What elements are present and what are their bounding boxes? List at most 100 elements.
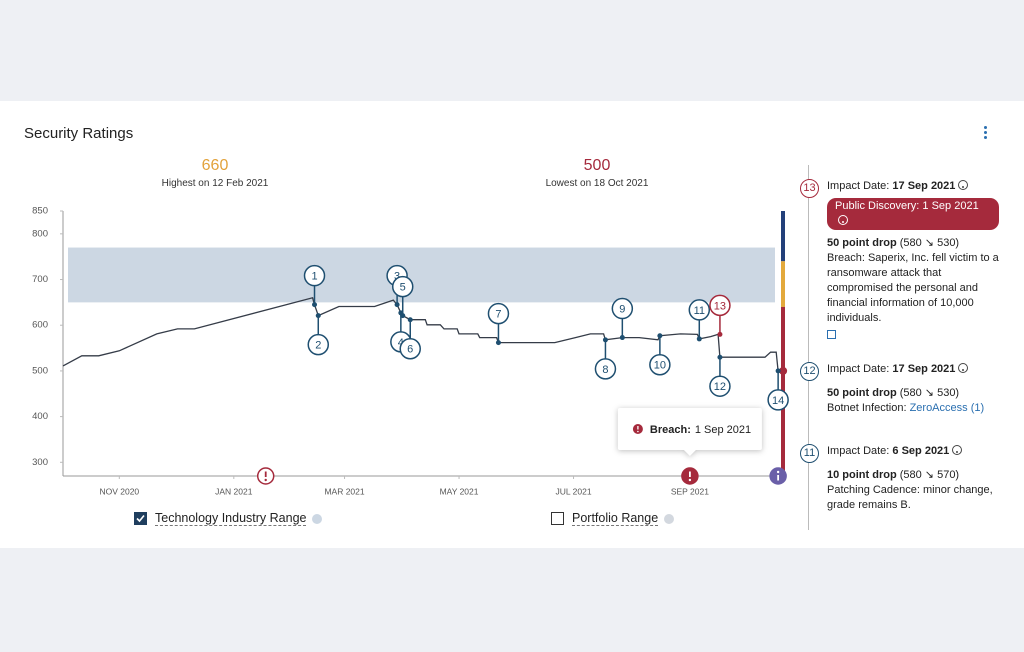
event-label: 3	[394, 271, 400, 283]
alert[interactable]	[769, 467, 787, 485]
event[interactable]: 5	[391, 275, 414, 319]
event[interactable]: 14	[767, 368, 789, 411]
help-icon[interactable]	[958, 363, 969, 373]
event[interactable]: 6	[399, 317, 421, 360]
impact-date: 17 Sep 2021	[892, 363, 956, 375]
checkbox[interactable]	[551, 512, 564, 525]
legend-portfolio[interactable]: Portfolio Range	[551, 511, 675, 526]
icon-dot	[637, 430, 639, 433]
legend-label[interactable]: Technology Industry Range	[155, 511, 307, 526]
x-tick-label: MAY 2021	[440, 486, 479, 496]
impact-label: Impact Date:	[827, 363, 890, 375]
tooltip-text: Breach: 1 Sep 2021	[650, 424, 751, 436]
description: Botnet Infection:	[827, 402, 907, 414]
check-mark	[136, 514, 145, 523]
event-marker	[594, 358, 617, 380]
event[interactable]: 1	[303, 264, 326, 308]
legend-industry[interactable]: Technology Industry Range	[134, 511, 323, 526]
event-marker	[487, 302, 510, 325]
badge-text: Public Discovery: 1 Sep 2021	[835, 200, 979, 212]
event-marker	[767, 389, 789, 411]
event-label: 8	[602, 364, 608, 376]
drop: 10 point drop	[827, 469, 897, 481]
event-label: 4	[398, 337, 404, 349]
event[interactable]: 2	[307, 313, 330, 356]
event-point	[696, 336, 702, 342]
event-point	[495, 340, 501, 346]
x-tick-label: NOV 2020	[99, 486, 139, 496]
stat-value: 660	[201, 157, 229, 174]
y-tick-label: 300	[32, 457, 48, 468]
event-detail: 13 Impact Date: 17 Sep 2021 Public Disco…	[800, 179, 1010, 344]
card	[0, 101, 1024, 548]
y-tick-label: 850	[32, 206, 48, 217]
event-label: 13	[714, 300, 726, 312]
event-marker	[709, 375, 731, 397]
event-number: 12	[800, 362, 819, 381]
checkbox[interactable]	[134, 512, 147, 525]
icon-dot	[264, 478, 267, 482]
event-label: 5	[400, 282, 406, 294]
event[interactable]: 7	[487, 302, 510, 346]
event[interactable]: 9	[611, 297, 634, 341]
event[interactable]: 8	[594, 337, 617, 380]
event-point	[657, 333, 663, 339]
event-detail: 12 Impact Date: 17 Sep 2021 50 point dro…	[800, 362, 1010, 416]
event-marker	[611, 297, 634, 320]
event[interactable]: 10	[649, 333, 671, 376]
event-label: 14	[772, 395, 784, 407]
stat-value: 500	[583, 157, 611, 174]
event-point	[717, 331, 723, 337]
description: Patching Cadence: minor change, grade re…	[827, 484, 993, 511]
event[interactable]: 11	[688, 299, 711, 342]
legend-label[interactable]: Portfolio Range	[572, 511, 659, 526]
event-marker	[649, 353, 671, 376]
event-marker	[709, 294, 731, 317]
y-tick-label: 500	[32, 365, 48, 376]
y-tick-label: 800	[32, 228, 48, 239]
event-marker	[688, 299, 711, 321]
icon-dot	[776, 470, 780, 474]
x-tick-label: SEP 2021	[671, 486, 709, 496]
y-tick-label: 600	[32, 320, 48, 331]
impact-label: Impact Date:	[827, 180, 890, 192]
legend-swatch	[664, 513, 675, 524]
help-icon[interactable]	[838, 215, 848, 225]
x-tick-label: MAR 2021	[324, 486, 364, 496]
alert[interactable]	[256, 467, 275, 485]
y-tick-label: 400	[32, 411, 48, 422]
badge: Public Discovery: 1 Sep 2021	[827, 198, 999, 230]
link[interactable]: ZeroAccess (1)	[909, 402, 985, 414]
tooltip-label: Breach:	[650, 424, 691, 436]
stat-label: Lowest on 18 Oct 2021	[545, 178, 649, 189]
event-point	[394, 302, 400, 308]
tooltip-date: 1 Sep 2021	[695, 424, 751, 436]
help-icon[interactable]	[958, 180, 969, 190]
event-point	[717, 354, 723, 360]
event-label: 2	[315, 340, 321, 352]
stat-highest: 660 Highest on 12 Feb 2021	[115, 157, 315, 189]
event[interactable]: 12	[709, 354, 731, 397]
alert[interactable]	[681, 467, 699, 485]
event-label: 7	[495, 308, 501, 320]
stat-label: Highest on 12 Feb 2021	[161, 178, 269, 189]
event-marker	[307, 333, 330, 356]
event-label: 11	[694, 305, 705, 317]
event-label: 10	[654, 360, 666, 372]
external-link-icon[interactable]	[827, 330, 836, 339]
impact-date: 17 Sep 2021	[892, 180, 956, 192]
y-tick-label: 700	[32, 274, 48, 285]
event-point	[602, 337, 608, 343]
more-menu[interactable]	[984, 126, 988, 142]
impact-label: Impact Date:	[827, 445, 890, 457]
help-icon[interactable]	[952, 445, 963, 455]
event-point	[619, 335, 625, 341]
event-marker	[303, 264, 326, 287]
rating-band	[781, 261, 785, 307]
stat-lowest: 500 Lowest on 18 Oct 2021	[497, 157, 697, 189]
event-point	[407, 317, 413, 323]
tooltip: Breach: 1 Sep 2021	[617, 408, 762, 456]
event[interactable]: 13	[709, 294, 731, 337]
